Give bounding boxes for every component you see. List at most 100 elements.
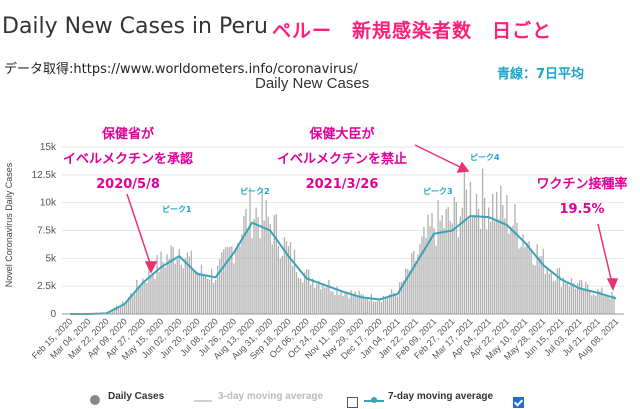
daily-bar	[200, 264, 203, 314]
daily-bar	[194, 270, 197, 314]
daily-bar	[117, 307, 120, 314]
y-axis-ticks: 0 2.5k 5k 7.5k 10k 12.5k 15k	[32, 142, 57, 320]
daily-bar	[344, 291, 346, 314]
annotation-vaccine-value: 19.5%	[559, 202, 605, 217]
arrow-ban	[414, 144, 463, 169]
daily-bar	[132, 295, 134, 314]
daily-bar	[481, 168, 484, 314]
daily-bar	[334, 294, 336, 314]
daily-bar	[150, 275, 152, 314]
daily-bar	[407, 269, 409, 314]
annotation-ban-line2: イベルメクチンを禁止	[276, 152, 407, 167]
daily-bar	[372, 301, 375, 314]
daily-bar	[273, 215, 275, 314]
daily-bar	[186, 252, 188, 314]
daily-bar	[538, 256, 540, 314]
daily-bar	[225, 247, 227, 314]
daily-bar	[245, 208, 247, 314]
daily-bar	[461, 207, 464, 314]
daily-bar	[469, 181, 472, 314]
daily-bar	[512, 225, 514, 314]
daily-bar	[121, 301, 124, 314]
daily-bar	[111, 310, 114, 314]
annotation-vaccine-label: ワクチン接種率	[536, 177, 628, 192]
daily-bar	[429, 226, 431, 314]
daily-bar	[453, 196, 455, 314]
daily-bar	[314, 287, 316, 314]
y-tick-label: 15k	[40, 142, 57, 153]
daily-bar	[360, 294, 362, 314]
daily-bar	[202, 273, 205, 314]
daily-bar	[170, 245, 172, 314]
daily-bar	[401, 281, 403, 314]
daily-bar	[490, 221, 492, 314]
daily-bar	[148, 267, 150, 314]
daily-bar	[215, 280, 217, 314]
daily-bar	[267, 216, 269, 314]
daily-bar	[140, 286, 142, 314]
japanese-title: ペルー 新規感染者数 日ごと	[272, 20, 553, 42]
daily-bar	[504, 218, 506, 314]
daily-bar	[154, 279, 156, 314]
daily-bar	[227, 246, 229, 314]
annotation-vaccine: ワクチン接種率 19.5%	[532, 172, 632, 222]
daily-bar	[431, 212, 433, 314]
daily-bar	[419, 243, 421, 314]
daily-bar	[443, 228, 445, 314]
daily-bar	[162, 261, 164, 314]
daily-bar	[465, 189, 468, 314]
daily-bar	[409, 270, 411, 314]
daily-bar	[206, 278, 209, 314]
daily-bar	[279, 258, 282, 314]
daily-bar	[530, 250, 532, 314]
legend-3day-label[interactable]: 3-day moving average	[218, 391, 324, 402]
daily-bar	[184, 258, 186, 314]
daily-bar	[235, 248, 237, 314]
daily-bar	[544, 273, 546, 314]
legend-7day-checkbox[interactable]	[513, 397, 524, 408]
daily-bar	[338, 294, 340, 314]
daily-bar	[492, 193, 494, 314]
daily-bar	[109, 311, 112, 314]
daily-bar	[477, 208, 480, 314]
legend-daily-label[interactable]: Daily Cases	[108, 391, 165, 402]
chart-title: Daily New Cases	[255, 75, 370, 92]
daily-bar	[514, 203, 516, 314]
legend-7day-label[interactable]: 7-day moving average	[388, 391, 494, 402]
y-tick-label: 7.5k	[37, 226, 57, 237]
daily-bar	[233, 263, 235, 314]
daily-bar	[433, 227, 435, 314]
daily-bar	[253, 218, 255, 314]
daily-bar	[528, 241, 530, 314]
daily-bar	[479, 228, 482, 314]
daily-bar	[386, 296, 389, 314]
daily-bar	[611, 291, 613, 314]
peak-label-2: ピーク2	[240, 187, 270, 196]
daily-bar	[607, 296, 609, 314]
daily-bar	[358, 291, 360, 314]
daily-bar	[172, 247, 174, 314]
daily-bar	[552, 281, 555, 314]
daily-bar	[494, 221, 496, 314]
daily-bar	[352, 294, 354, 314]
annotation-arrows	[126, 144, 619, 291]
daily-bar	[593, 294, 595, 314]
daily-bar	[180, 264, 182, 314]
daily-bar	[597, 288, 599, 314]
daily-bar	[591, 295, 593, 314]
daily-bar	[269, 224, 271, 314]
daily-bar	[516, 222, 518, 314]
daily-bar	[293, 249, 296, 314]
daily-bar	[138, 285, 140, 314]
daily-bar	[144, 281, 146, 314]
daily-bar	[542, 248, 544, 314]
daily-bar	[289, 242, 292, 314]
daily-bar	[134, 294, 136, 314]
daily-bar	[346, 292, 348, 314]
legend-3day-checkbox[interactable]	[347, 397, 358, 408]
daily-bar	[425, 237, 427, 314]
daily-bar	[113, 307, 116, 314]
daily-bar	[522, 234, 524, 314]
daily-bar	[520, 246, 522, 314]
daily-bar	[485, 229, 488, 314]
